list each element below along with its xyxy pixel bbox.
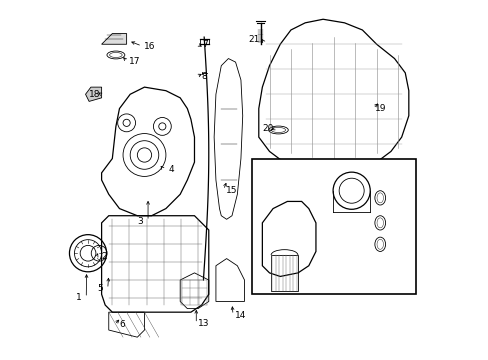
Text: 21: 21	[248, 36, 260, 45]
Text: 5: 5	[97, 284, 102, 293]
Text: 3: 3	[137, 217, 143, 226]
Text: 9: 9	[287, 168, 293, 177]
Bar	[271, 255, 298, 291]
Text: 2: 2	[102, 252, 107, 261]
Text: 19: 19	[374, 104, 386, 113]
Text: 13: 13	[198, 319, 209, 328]
Bar	[251, 158, 415, 294]
Text: 15: 15	[225, 185, 237, 194]
Text: 1: 1	[75, 293, 81, 302]
Polygon shape	[102, 33, 126, 44]
Text: 7: 7	[202, 40, 208, 49]
Text: 10: 10	[273, 254, 285, 263]
Text: 11: 11	[374, 227, 385, 236]
Text: 12: 12	[320, 181, 332, 190]
Polygon shape	[85, 87, 102, 102]
Text: 6: 6	[119, 320, 125, 329]
Text: 8: 8	[201, 72, 207, 81]
Text: 16: 16	[144, 41, 155, 50]
Text: 18: 18	[88, 90, 100, 99]
Text: 20: 20	[262, 124, 273, 133]
Text: 14: 14	[235, 311, 246, 320]
Text: 17: 17	[129, 57, 140, 66]
Text: 4: 4	[168, 165, 174, 174]
